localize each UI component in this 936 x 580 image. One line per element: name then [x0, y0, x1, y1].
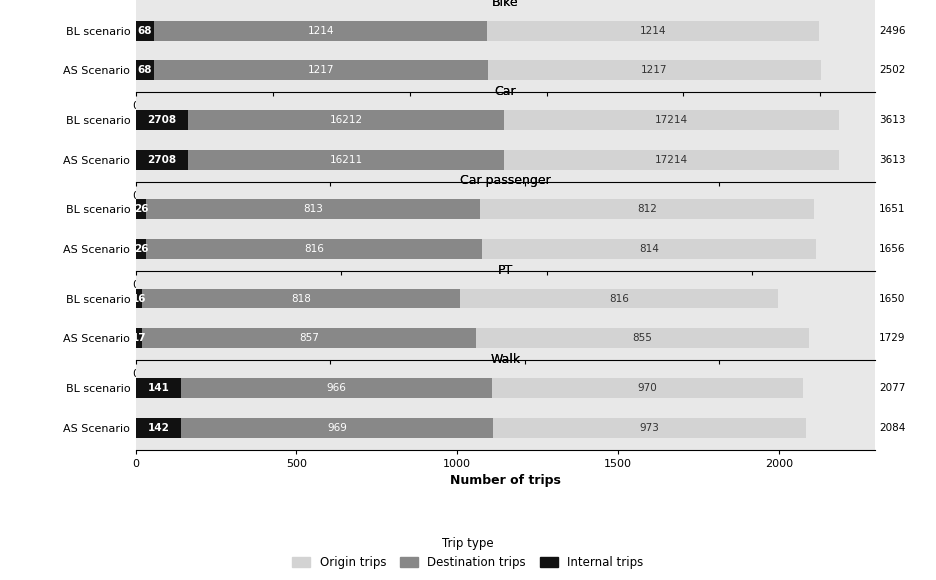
Text: 26: 26 [134, 204, 148, 214]
Bar [146, 200, 480, 219]
Bar [154, 60, 488, 80]
Text: 2077: 2077 [879, 383, 905, 393]
Legend: Origin trips, Destination trips, Internal trips: Origin trips, Destination trips, Interna… [287, 533, 649, 574]
Text: 1214: 1214 [640, 26, 666, 35]
Bar [475, 328, 809, 348]
Text: 3613: 3613 [879, 115, 905, 125]
Text: 814: 814 [639, 244, 659, 254]
Text: 141: 141 [148, 383, 169, 393]
Bar [136, 150, 188, 169]
Text: Bike: Bike [492, 0, 519, 9]
Bar [136, 328, 142, 348]
Text: 1650: 1650 [879, 293, 905, 303]
Bar [181, 378, 491, 398]
Bar [504, 110, 839, 130]
X-axis label: Number of trips: Number of trips [450, 474, 561, 487]
Text: 1214: 1214 [307, 26, 334, 35]
Text: 1217: 1217 [308, 66, 334, 75]
Text: 2496: 2496 [879, 26, 905, 35]
Text: 142: 142 [148, 423, 169, 433]
Text: 2708: 2708 [148, 155, 177, 165]
Text: Car: Car [494, 85, 517, 98]
Bar [136, 289, 142, 309]
Bar [136, 21, 154, 41]
Bar [461, 289, 778, 309]
Text: 2502: 2502 [879, 66, 905, 75]
Text: 26: 26 [134, 244, 148, 254]
Text: 857: 857 [300, 334, 319, 343]
Text: 16212: 16212 [329, 115, 363, 125]
Text: 973: 973 [639, 423, 659, 433]
Bar [136, 239, 146, 259]
Bar [142, 289, 461, 309]
Text: 818: 818 [291, 293, 311, 303]
Text: 68: 68 [138, 66, 153, 75]
Bar [504, 150, 839, 169]
Text: 1656: 1656 [879, 244, 905, 254]
Text: 1729: 1729 [879, 334, 905, 343]
Text: 813: 813 [303, 204, 323, 214]
Text: Walk: Walk [490, 353, 520, 366]
Bar [491, 378, 803, 398]
Text: 855: 855 [633, 334, 652, 343]
Text: Bike: Bike [492, 0, 519, 9]
Bar [480, 200, 814, 219]
Bar [136, 60, 154, 80]
Bar [188, 110, 504, 130]
Text: Car passenger: Car passenger [461, 175, 550, 187]
Text: 68: 68 [138, 26, 153, 35]
Text: Car passenger: Car passenger [461, 175, 550, 187]
Text: 1651: 1651 [879, 204, 905, 214]
Text: 2708: 2708 [148, 115, 177, 125]
Text: 966: 966 [327, 383, 346, 393]
Text: 816: 816 [609, 293, 629, 303]
Bar [136, 200, 146, 219]
Text: Car: Car [494, 85, 517, 98]
Text: PT: PT [498, 264, 513, 277]
Bar [487, 21, 819, 41]
Text: 3613: 3613 [879, 155, 905, 165]
Text: 812: 812 [637, 204, 657, 214]
Text: 2084: 2084 [879, 423, 905, 433]
Bar [488, 60, 821, 80]
Text: Walk: Walk [490, 353, 520, 366]
Bar [136, 110, 188, 130]
Text: 969: 969 [328, 423, 347, 433]
Bar [482, 239, 816, 259]
Text: 17214: 17214 [655, 115, 688, 125]
Bar [182, 418, 493, 437]
Bar [493, 418, 806, 437]
Bar [146, 239, 482, 259]
Text: 970: 970 [637, 383, 657, 393]
Bar [136, 418, 182, 437]
Text: 17: 17 [132, 334, 146, 343]
Bar [188, 150, 504, 169]
Bar [136, 378, 181, 398]
Text: 16211: 16211 [329, 155, 363, 165]
Text: 816: 816 [304, 244, 324, 254]
Bar [154, 21, 487, 41]
Bar [142, 328, 475, 348]
Text: PT: PT [498, 264, 513, 277]
Text: 17214: 17214 [655, 155, 688, 165]
Text: 1217: 1217 [641, 66, 667, 75]
Text: 16: 16 [132, 293, 146, 303]
